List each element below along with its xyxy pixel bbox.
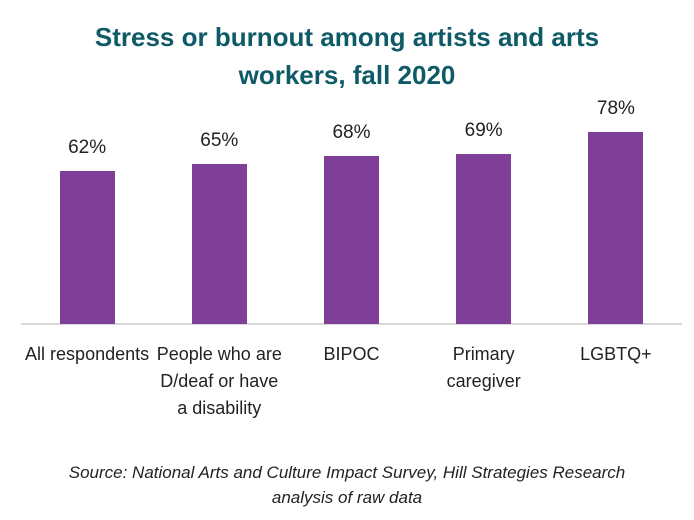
bar — [59, 171, 115, 324]
value-label: 78% — [596, 97, 635, 119]
value-label: 68% — [332, 122, 371, 144]
bar — [324, 156, 379, 324]
value-label: 62% — [68, 137, 107, 159]
value-label: 65% — [200, 129, 239, 151]
x-tick-label: People who are D/deaf or have a disabili… — [156, 344, 282, 418]
x-tick-label: All respondents — [25, 344, 150, 364]
bar — [191, 163, 247, 324]
bar — [588, 131, 644, 324]
chart-title: Stress or burnout among artists and arts… — [94, 22, 600, 90]
baseline — [21, 323, 682, 325]
x-tick-label: Primary caregiver — [446, 344, 521, 391]
bar — [456, 153, 512, 324]
value-label: 69% — [464, 119, 503, 141]
x-tick-label: LGBTQ+ — [580, 344, 652, 364]
source-note: Source: National Arts and Culture Impact… — [68, 463, 626, 507]
x-tick-label: BIPOC — [323, 344, 380, 364]
